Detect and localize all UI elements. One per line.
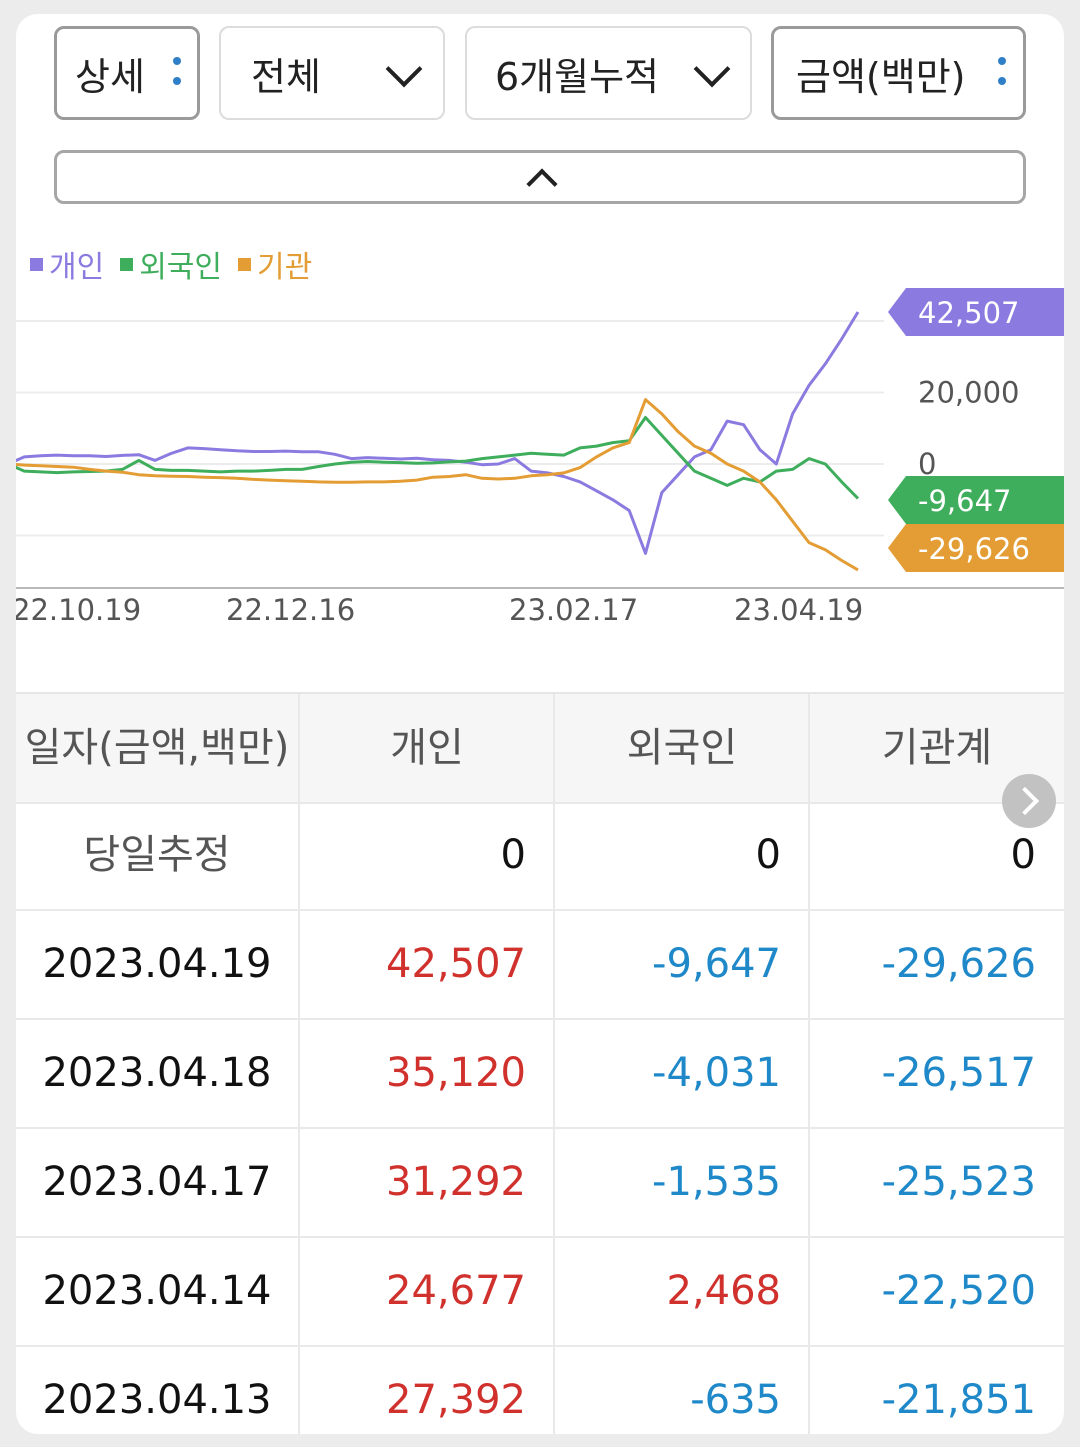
row-individual: 27,392 [386, 1377, 526, 1423]
row-individual: 24,677 [386, 1268, 526, 1314]
scope-select-label: 전체 [251, 54, 321, 99]
row-foreign: 0 [755, 832, 781, 878]
row-date: 당일추정 [83, 832, 231, 878]
series-end-value: -9,647 [918, 484, 1012, 518]
series-line [16, 398, 859, 572]
period-select-label: 6개월누적 [495, 54, 660, 99]
table-row[interactable]: 2023.04.18 35,120 -4,031 -26,517 [16, 1019, 1064, 1129]
unit-filter-label: 금액(백만) [796, 54, 966, 99]
row-institution: 0 [1010, 832, 1036, 878]
legend-swatch [30, 257, 43, 271]
series-end-tag [888, 476, 1064, 524]
collapse-chart-button[interactable] [54, 150, 1026, 204]
series-end-value: -29,626 [918, 532, 1030, 566]
y-tick-label: 20,000 [918, 376, 1019, 410]
series-line [16, 311, 860, 555]
header-foreign: 외국인 [626, 725, 738, 771]
legend-label: 외국인 [139, 250, 223, 285]
x-tick-label: 23.02.17 [509, 593, 638, 627]
legend-item-institution[interactable]: 기관 [238, 242, 312, 286]
row-individual: 31,292 [386, 1159, 526, 1205]
series-end-tag [888, 524, 1064, 572]
more-options-icon [173, 57, 181, 97]
chart-legend: 개인 외국인 기관 [30, 242, 312, 286]
table-row[interactable]: 2023.04.19 42,507 -9,647 -29,626 [16, 910, 1064, 1020]
header-individual: 개인 [390, 725, 464, 771]
filter-bar: 상세 전체 6개월누적 금액(백만) [16, 26, 1064, 124]
table-row[interactable]: 2023.04.17 31,292 -1,535 -25,523 [16, 1128, 1064, 1238]
series-end-value: 42,507 [918, 296, 1019, 330]
legend-item-individual[interactable]: 개인 [30, 242, 104, 286]
legend-swatch [120, 257, 134, 271]
row-foreign: -4,031 [652, 1050, 781, 1096]
legend-label: 개인 [49, 250, 105, 285]
row-individual: 35,120 [386, 1050, 526, 1096]
chevron-right-icon [1010, 786, 1040, 816]
row-individual: 0 [500, 832, 526, 878]
table-row[interactable]: 2023.04.14 24,677 2,468 -22,520 [16, 1237, 1064, 1347]
header-institution: 기관계 [881, 725, 993, 771]
row-foreign: -9,647 [652, 941, 781, 987]
detail-filter-button[interactable]: 상세 [54, 26, 200, 120]
trend-chart: 20,000 0 22.10.19 22.12.16 23.02.17 23.04.19 4… [16, 288, 1064, 627]
series-end-tag [888, 288, 1064, 336]
table-header-row: 일자(금액,백만) 개인 외국인 기관계 [16, 692, 1064, 804]
legend-item-foreign[interactable]: 외국인 [120, 242, 222, 286]
table-row[interactable]: 2023.04.13 27,392 -635 -21,851 [16, 1346, 1064, 1434]
row-foreign: -635 [690, 1377, 781, 1423]
period-select[interactable]: 6개월누적 [465, 26, 752, 120]
row-institution: -21,851 [881, 1377, 1036, 1423]
series-line [16, 416, 860, 500]
more-options-icon [998, 57, 1006, 97]
row-individual: 42,507 [386, 941, 526, 987]
row-date: 2023.04.14 [42, 1268, 272, 1314]
unit-filter-button[interactable]: 금액(백만) [771, 26, 1026, 120]
legend-label: 기관 [257, 250, 313, 285]
row-date: 2023.04.18 [42, 1050, 272, 1096]
row-foreign: -1,535 [652, 1159, 781, 1205]
scope-select[interactable]: 전체 [219, 26, 445, 120]
legend-swatch [238, 257, 252, 271]
row-date: 2023.04.13 [42, 1377, 272, 1423]
y-tick-label: 0 [918, 447, 936, 481]
row-institution: -26,517 [881, 1050, 1036, 1096]
x-tick-label: 23.04.19 [734, 593, 863, 627]
row-foreign: 2,468 [666, 1268, 781, 1314]
row-institution: -29,626 [881, 941, 1036, 987]
row-date: 2023.04.19 [42, 941, 272, 987]
detail-filter-label: 상세 [75, 54, 145, 99]
row-institution: -22,520 [881, 1268, 1036, 1314]
table-row[interactable]: 당일추정 0 0 0 [16, 801, 1064, 911]
row-institution: -25,523 [881, 1159, 1036, 1205]
x-tick-label: 22.10.19 [16, 593, 141, 627]
row-date: 2023.04.17 [42, 1159, 272, 1205]
scroll-right-button[interactable] [1002, 774, 1056, 828]
header-date: 일자(금액,백만) [24, 725, 290, 771]
x-tick-label: 22.12.16 [226, 593, 355, 627]
investor-trend-card: 상세 전체 6개월누적 금액(백만) 개인 외국인 기관 [16, 14, 1064, 1434]
